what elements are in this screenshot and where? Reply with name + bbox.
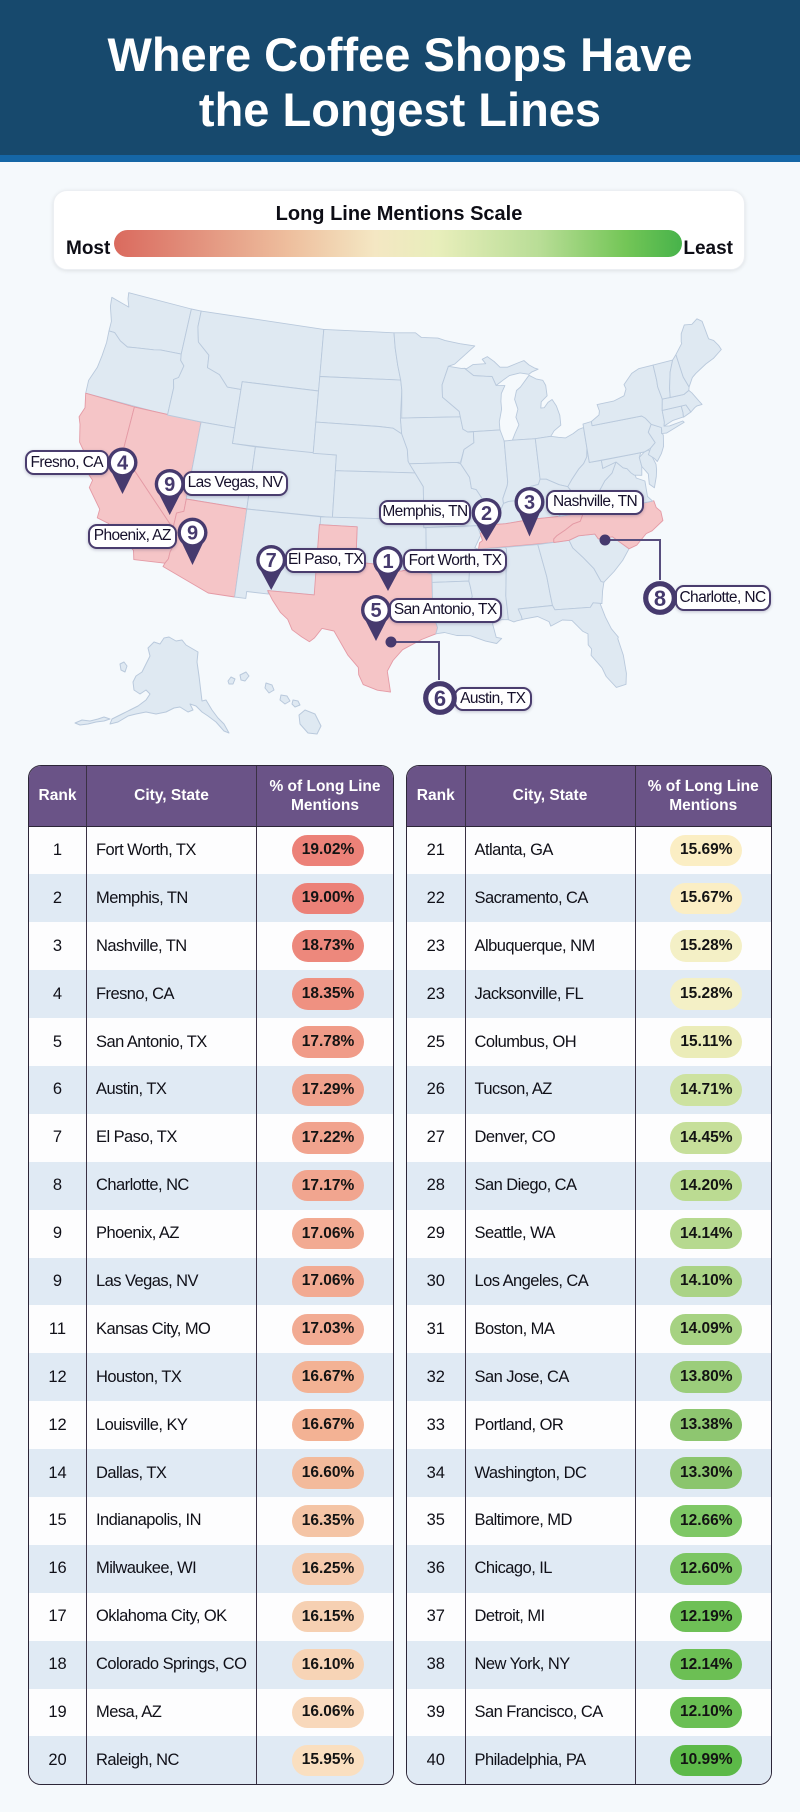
svg-text:5: 5: [370, 600, 381, 622]
svg-text:9: 9: [164, 474, 175, 496]
svg-text:6: 6: [434, 686, 446, 711]
svg-text:7: 7: [266, 550, 277, 572]
svg-text:3: 3: [524, 492, 535, 514]
svg-text:8: 8: [654, 586, 666, 611]
svg-text:9: 9: [187, 522, 198, 544]
svg-text:1: 1: [382, 551, 393, 573]
svg-text:4: 4: [117, 452, 129, 474]
svg-text:2: 2: [481, 503, 492, 525]
